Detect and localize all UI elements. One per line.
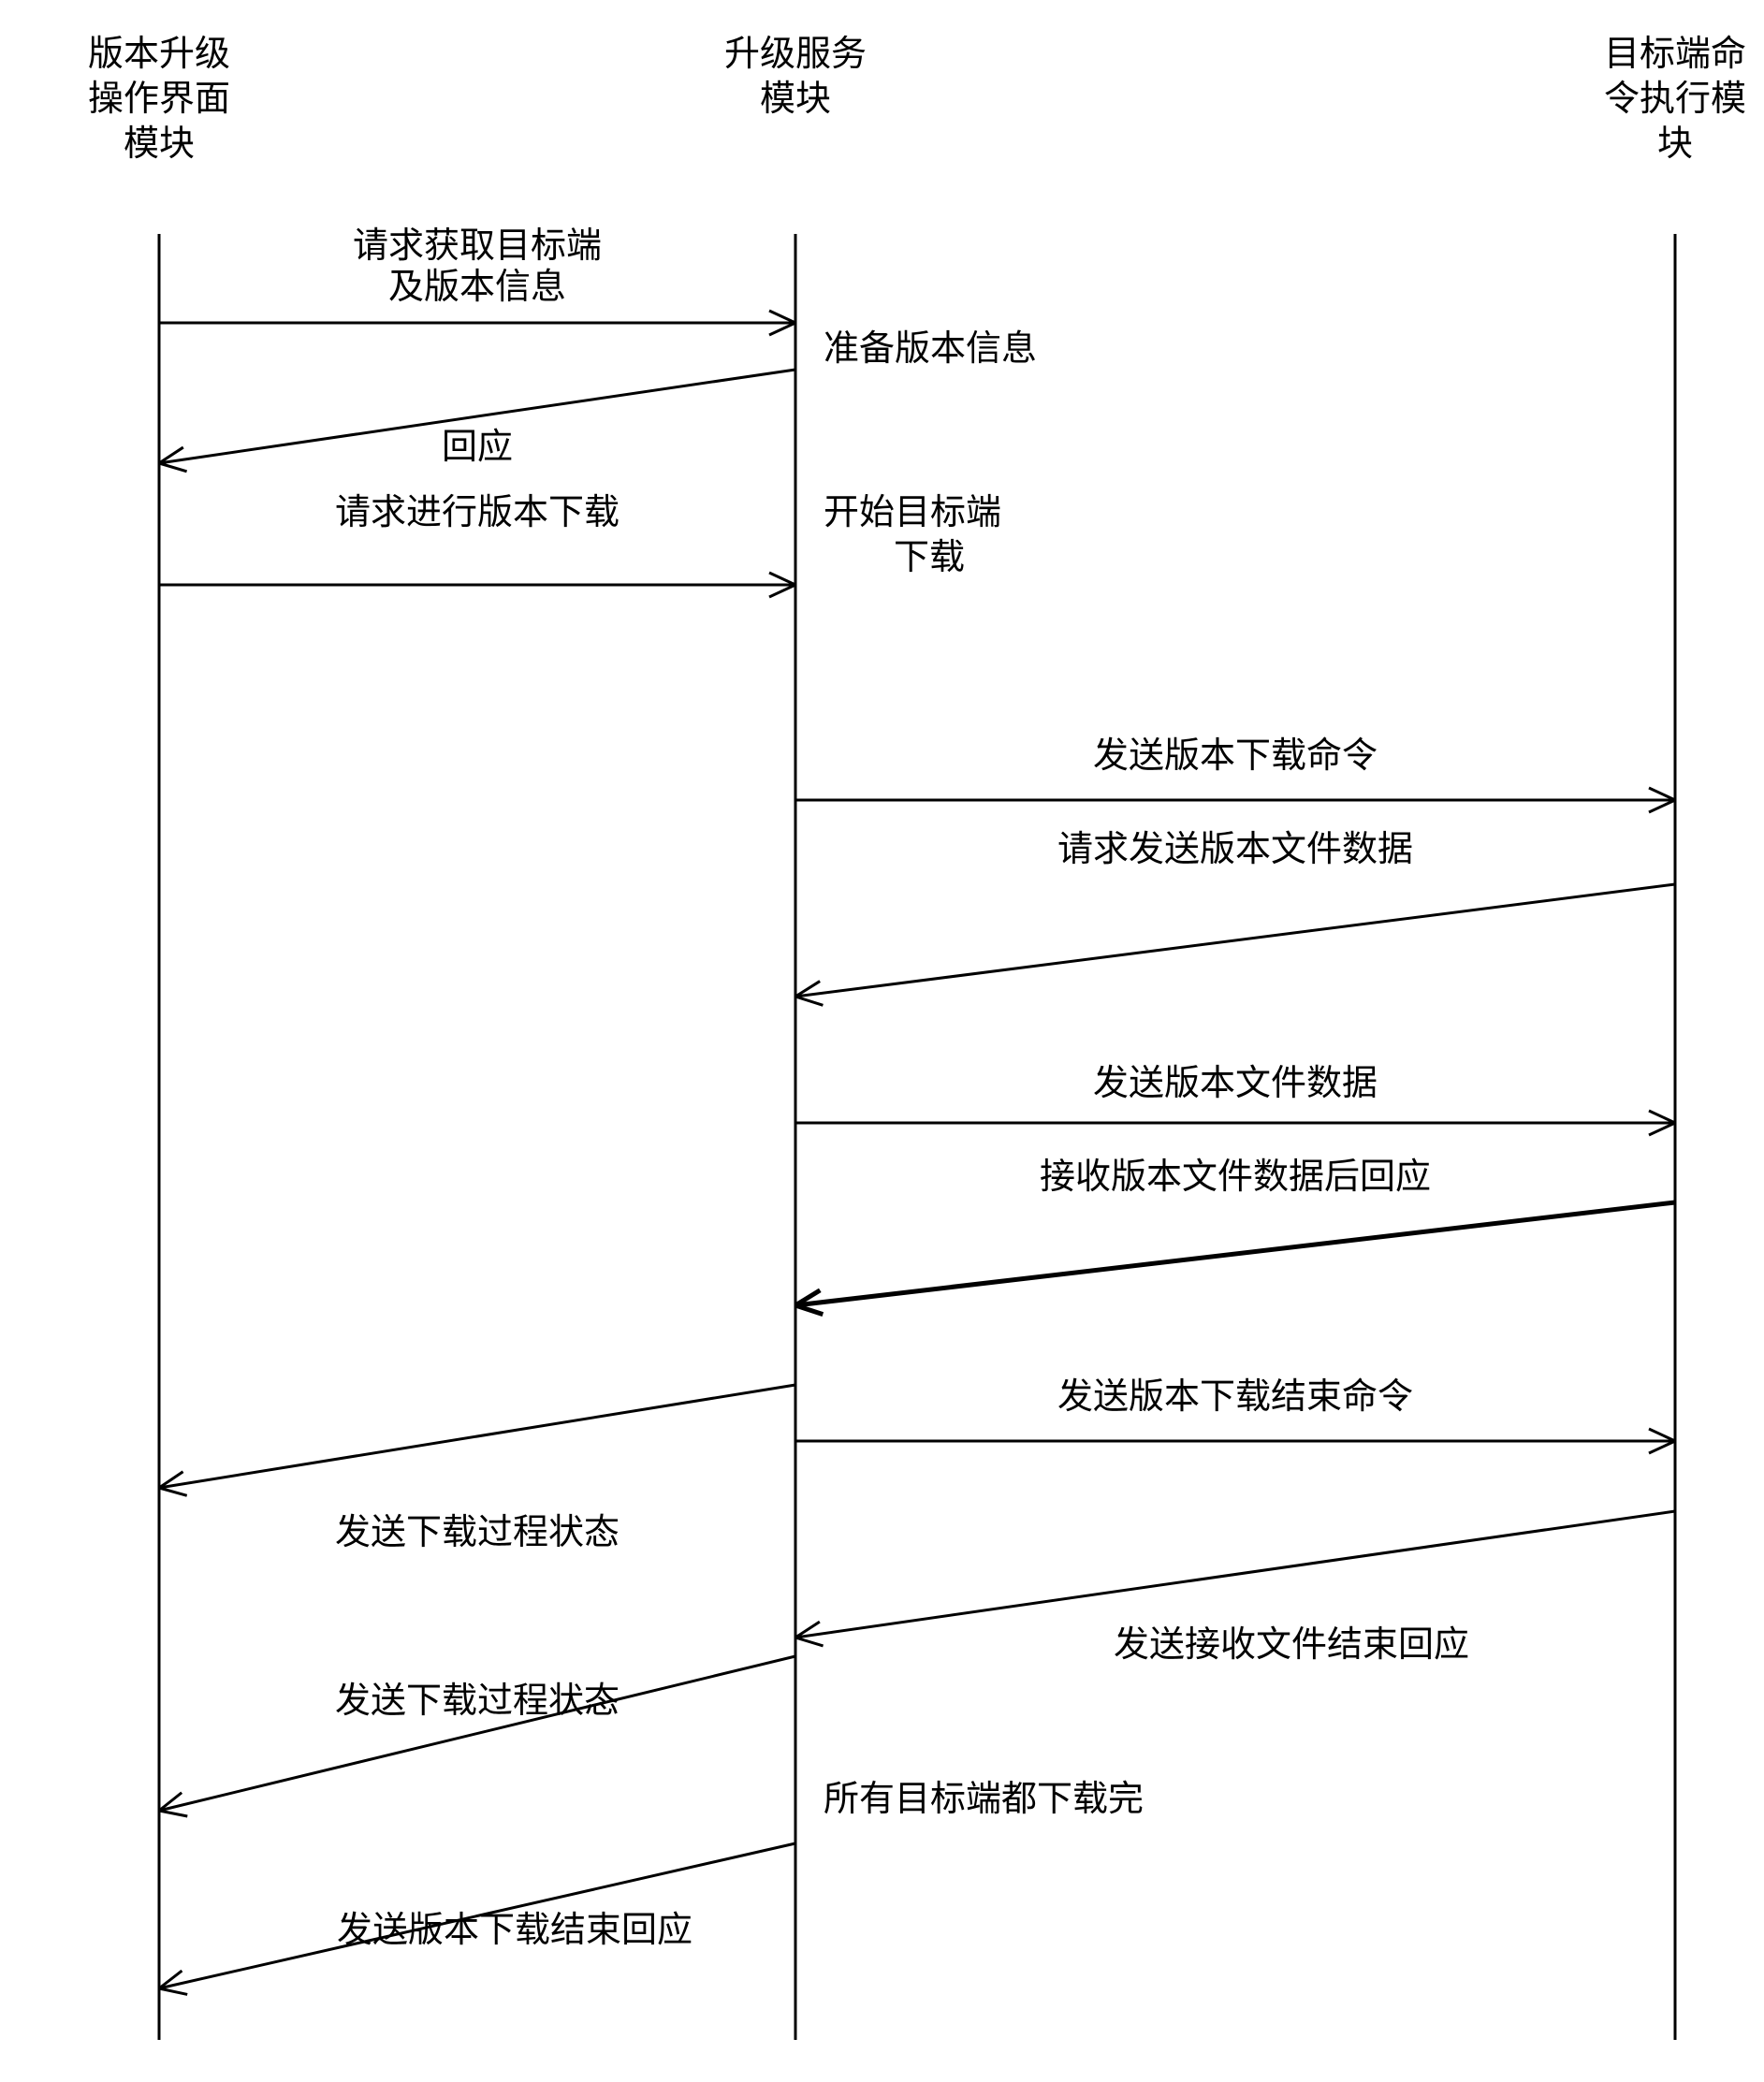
message-arrow-9 — [795, 1511, 1675, 1638]
message-label-9-line0: 发送接收文件结束回应 — [1114, 1625, 1469, 1665]
message-4: 请求发送版本文件数据 — [795, 830, 1675, 1005]
message-arrow-6 — [795, 1202, 1675, 1305]
lifeline-title-target-line0: 目标端命 — [1604, 35, 1746, 74]
message-3: 发送版本下载命令 — [795, 736, 1675, 812]
message-arrow-8 — [159, 1385, 795, 1488]
lifeline-title-svc-line1: 模块 — [760, 80, 831, 119]
message-label-3-line0: 发送版本下载命令 — [1093, 736, 1378, 776]
message-1: 回应 — [159, 370, 795, 472]
lifeline-title-ui-line1: 操作界面 — [88, 80, 230, 119]
message-label-1-line0: 回应 — [442, 428, 513, 467]
message-5: 发送版本文件数据 — [795, 1064, 1675, 1135]
message-9: 发送接收文件结束回应 — [795, 1511, 1675, 1665]
lifeline-title-ui-line2: 模块 — [124, 124, 195, 164]
message-label-6-line0: 接收版本文件数据后回应 — [1040, 1157, 1431, 1197]
message-label-10-line0: 发送下载过程状态 — [335, 1682, 620, 1721]
lifeline-title-target-line1: 令执行模 — [1604, 80, 1746, 119]
message-label-11-line0: 发送版本下载结束回应 — [337, 1911, 692, 1950]
message-8: 发送下载过程状态 — [159, 1385, 795, 1552]
message-arrow-4 — [795, 884, 1675, 997]
message-label-7-line0: 发送版本下载结束命令 — [1057, 1377, 1413, 1417]
message-2: 请求进行版本下载 — [159, 493, 795, 597]
note-1-line0: 开始目标端 — [824, 493, 1001, 532]
lifeline-target: 目标端命令执行模块 — [1604, 35, 1746, 2040]
note-2-line0: 所有目标端都下载完 — [824, 1780, 1144, 1819]
lifeline-title-ui-line0: 版本升级 — [88, 35, 230, 74]
note-1-line1: 下载 — [894, 538, 965, 577]
lifeline-title-target-line2: 块 — [1657, 124, 1693, 164]
message-arrow-10 — [159, 1656, 795, 1811]
message-10: 发送下载过程状态 — [159, 1656, 795, 1816]
message-label-8-line0: 发送下载过程状态 — [335, 1513, 620, 1552]
message-6: 接收版本文件数据后回应 — [795, 1157, 1675, 1315]
message-label-4-line0: 请求发送版本文件数据 — [1057, 830, 1413, 869]
message-0: 请求获取目标端及版本信息 — [159, 226, 795, 335]
lifeline-title-svc-line0: 升级服务 — [724, 35, 867, 74]
message-label-0-line1: 及版本信息 — [388, 268, 566, 307]
message-label-2-line0: 请求进行版本下载 — [335, 493, 620, 532]
sequence-diagram: 版本升级操作界面模块升级服务模块目标端命令执行模块请求获取目标端及版本信息回应请… — [0, 0, 1764, 2082]
note-0-line0: 准备版本信息 — [824, 329, 1037, 369]
message-label-5-line0: 发送版本文件数据 — [1093, 1064, 1378, 1103]
lifeline-ui: 版本升级操作界面模块 — [88, 35, 230, 2040]
message-11: 发送版本下载结束回应 — [159, 1843, 795, 1994]
message-7: 发送版本下载结束命令 — [795, 1377, 1675, 1453]
message-label-0-line0: 请求获取目标端 — [353, 226, 602, 266]
